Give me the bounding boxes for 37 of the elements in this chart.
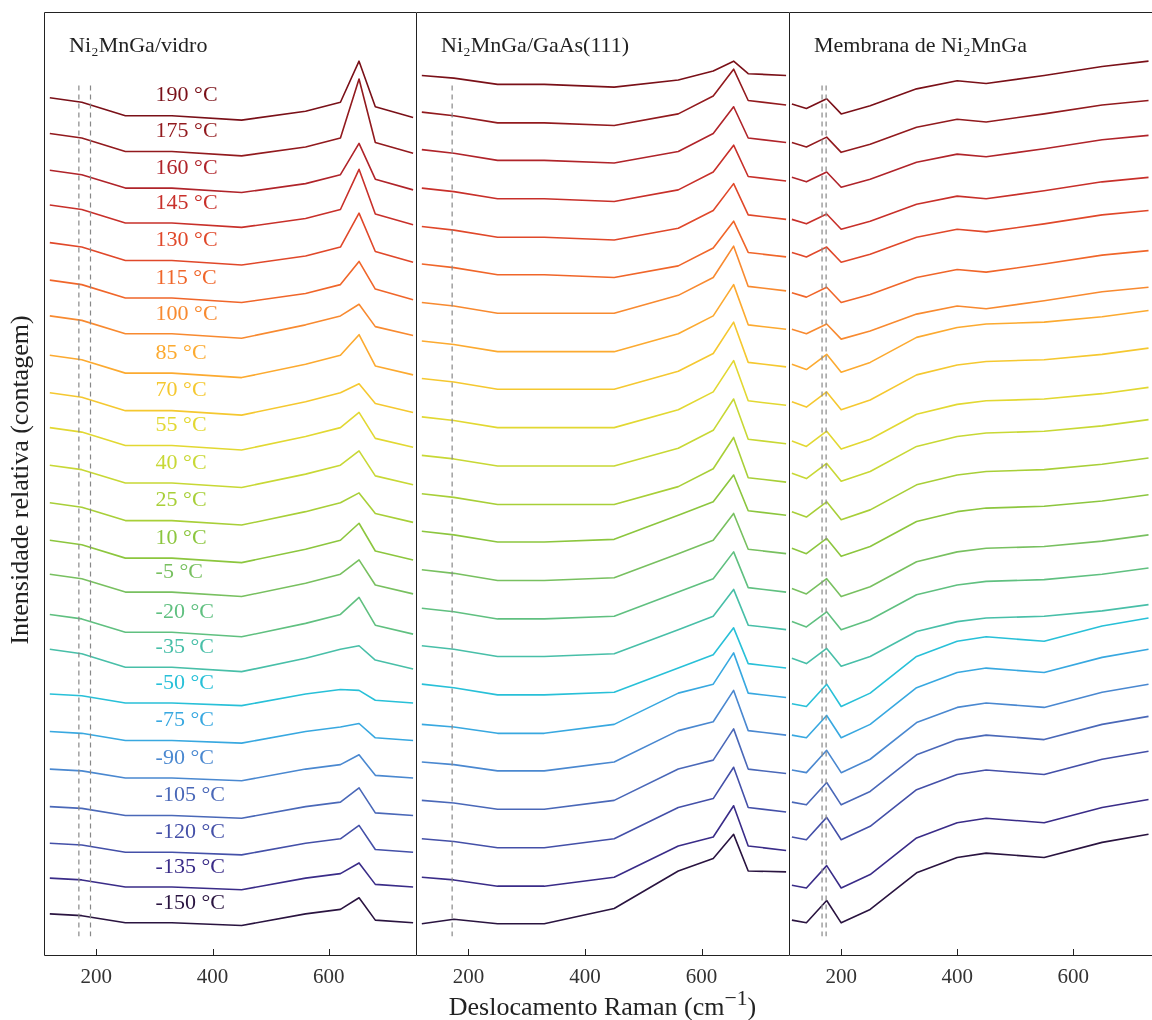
series-label: 175 °C	[155, 117, 218, 143]
series-label: -20 °C	[155, 598, 214, 624]
series-label: 40 °C	[155, 448, 207, 474]
series-label: 85 °C	[155, 338, 207, 364]
series-label: 130 °C	[155, 226, 218, 252]
x-tick-label: 200	[452, 964, 485, 989]
chart-title: Membrana de Ni₂MnGa	[814, 31, 1028, 57]
series-label: 10 °C	[155, 523, 207, 549]
series-label: -135 °C	[155, 852, 225, 878]
x-tick-label: 600	[313, 964, 345, 989]
series-label: 70 °C	[155, 376, 207, 402]
series-label: 55 °C	[155, 411, 207, 437]
series-label: -90 °C	[155, 743, 214, 769]
series-label: 160 °C	[155, 153, 218, 179]
y-axis-title: Intensidade relativa (contagem)	[5, 315, 35, 645]
x-tick-label: 400	[569, 964, 601, 989]
series-label: -50 °C	[155, 668, 214, 694]
series-label: -120 °C	[155, 817, 225, 843]
x-tick-label: 400	[941, 964, 973, 989]
x-tick-label: 400	[196, 964, 229, 989]
series-label: -5 °C	[155, 557, 203, 583]
x-tick-label: 200	[80, 964, 113, 989]
x-tick-label: 600	[685, 964, 718, 989]
x-tick-label: 600	[1057, 964, 1089, 989]
chart-title: Ni₂MnGa/GaAs(111)	[441, 31, 630, 57]
series-label: 100 °C	[155, 299, 218, 325]
series-label: -150 °C	[155, 888, 225, 914]
series-label: -75 °C	[155, 706, 214, 732]
series-label: 115 °C	[155, 263, 217, 289]
x-tick-label: 200	[825, 964, 857, 989]
series-label: -35 °C	[155, 632, 214, 658]
series-label: 190 °C	[155, 81, 218, 107]
chart-title: Ni₂MnGa/vidro	[69, 31, 208, 57]
series-label: 145 °C	[155, 188, 218, 214]
x-axis-title: Deslocamento Raman (cm$^{−1}$)	[448, 986, 757, 1020]
series-label: 25 °C	[155, 486, 207, 512]
series-label: -105 °C	[155, 781, 225, 807]
